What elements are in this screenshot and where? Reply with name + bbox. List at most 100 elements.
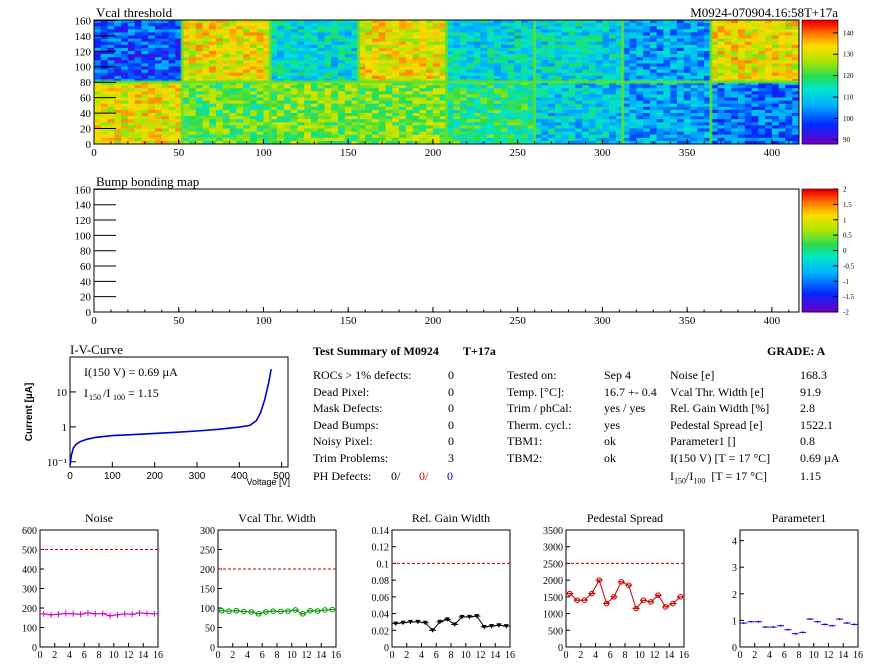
heatmap-cell	[358, 75, 366, 80]
heatmap-cell	[439, 47, 447, 52]
palette-band	[802, 307, 838, 311]
heatmap-cell	[615, 54, 624, 58]
heatmap-cell	[209, 85, 217, 89]
heatmap-cell	[216, 20, 224, 24]
heatmap-cell	[426, 94, 434, 98]
heatmap-cell	[229, 75, 237, 80]
heatmap-cell	[561, 54, 569, 58]
heatmap-cell	[317, 44, 325, 49]
heatmap-cell	[737, 103, 746, 108]
heatmap-cell	[405, 131, 414, 136]
heatmap-cell	[100, 134, 108, 139]
heatmap-cell	[670, 72, 678, 77]
heatmap-cell	[365, 125, 373, 129]
heatmap-cell	[426, 20, 434, 24]
heatmap-cell	[744, 54, 752, 58]
heatmap-cell	[493, 137, 502, 142]
heatmap-cell	[670, 140, 678, 145]
heatmap-cell	[676, 66, 685, 70]
heatmap-cell	[338, 128, 346, 132]
iv-y-tick-label: 10⁻¹	[47, 457, 67, 469]
x-tick-label: 16	[331, 650, 341, 661]
heatmap-cell	[351, 119, 359, 123]
heatmap-cell	[94, 100, 102, 105]
heatmap-cell	[460, 44, 468, 49]
heatmap-cell	[439, 69, 447, 74]
heatmap-cell	[188, 82, 197, 86]
heatmap-cell	[297, 113, 305, 117]
heatmap-cell	[717, 128, 725, 132]
heatmap-cell	[426, 23, 434, 27]
heatmap-cell	[161, 140, 169, 145]
heatmap-cell	[724, 134, 732, 139]
heatmap-cell	[229, 122, 237, 126]
heatmap-cell	[758, 137, 766, 142]
heatmap-cell	[744, 26, 752, 30]
heatmap-cell	[751, 54, 759, 58]
x-tick-label: 6	[608, 650, 613, 661]
heatmap-cell	[649, 91, 658, 95]
heatmap-cell	[507, 100, 515, 105]
heatmap-cell	[175, 113, 183, 117]
heatmap-cell	[371, 97, 380, 101]
heatmap-cell	[765, 91, 773, 95]
heatmap-cell	[690, 51, 698, 55]
heatmap-cell	[744, 109, 752, 114]
palette-band	[802, 116, 838, 120]
heatmap-cell	[412, 57, 420, 61]
heatmap-cell	[609, 128, 617, 132]
heatmap-cell	[568, 85, 576, 89]
heatmap-cell	[582, 57, 590, 61]
heatmap-cell	[127, 47, 136, 52]
x-tick-label: 250	[509, 147, 526, 159]
heatmap-cell	[690, 82, 698, 86]
heatmap-cell	[785, 116, 793, 120]
heatmap-cell	[249, 32, 258, 36]
heatmap-cell	[256, 137, 264, 142]
heatmap-cell	[283, 103, 291, 108]
heatmap-cell	[188, 106, 197, 111]
heatmap-cell	[602, 72, 610, 77]
heatmap-cell	[771, 131, 780, 136]
heatmap-cell	[216, 119, 224, 123]
heatmap-cell	[114, 109, 122, 114]
heatmap-cell	[521, 72, 529, 77]
heatmap-cell	[541, 134, 549, 139]
heatmap-cell	[460, 82, 468, 86]
heatmap-cell	[480, 91, 488, 95]
heatmap-cell	[385, 41, 393, 46]
heatmap-cell	[676, 63, 685, 67]
heatmap-cell	[758, 69, 766, 74]
heatmap-cell	[554, 106, 563, 111]
heatmap-cell	[778, 23, 786, 27]
heatmap-cell	[792, 26, 800, 30]
heatmap-cell	[243, 26, 251, 30]
heatmap-cell	[182, 66, 190, 70]
heatmap-cell	[236, 119, 244, 123]
heatmap-cell	[473, 131, 481, 136]
heatmap-cell	[243, 119, 251, 123]
heatmap-cell	[446, 85, 454, 89]
heatmap-cell	[182, 57, 190, 61]
heatmap-cell	[636, 85, 644, 89]
heatmap-cell	[195, 23, 203, 27]
heatmap-cell	[270, 35, 278, 39]
heatmap-cell	[460, 94, 468, 98]
heatmap-cell	[385, 100, 393, 105]
heatmap-cell	[588, 66, 597, 70]
heatmap-cell	[236, 26, 244, 30]
heatmap-cell	[656, 106, 664, 111]
heatmap-cell	[209, 97, 217, 101]
heatmap-cell	[649, 66, 658, 70]
heatmap-cell	[195, 103, 203, 108]
data-point	[574, 597, 580, 604]
heatmap-cell	[155, 23, 163, 27]
heatmap-cell	[338, 106, 346, 111]
heatmap-cell	[236, 38, 244, 43]
heatmap-cell	[602, 125, 610, 129]
heatmap-cell	[629, 109, 637, 114]
heatmap-cell	[371, 119, 380, 123]
heatmap-cell	[561, 119, 569, 123]
heatmap-cell	[704, 85, 712, 89]
heatmap-cell	[778, 122, 786, 126]
